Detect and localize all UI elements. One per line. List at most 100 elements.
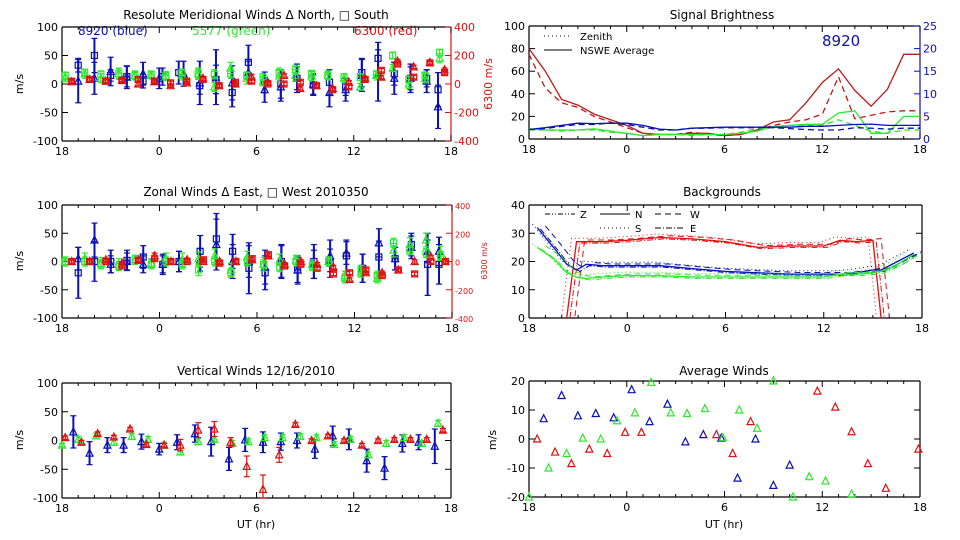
data-point-square	[74, 61, 82, 69]
y-tick-label: -50	[40, 107, 58, 120]
x-tick-label: 0	[156, 322, 163, 335]
y-tick-label: -50	[40, 284, 58, 297]
data-point-triangle	[258, 436, 268, 446]
x-axis-label: UT (hr)	[237, 518, 275, 531]
x-tick-label: 18	[913, 501, 927, 514]
data-point-triangle	[550, 446, 560, 456]
data-point-triangle	[422, 434, 432, 443]
data-point-triangle	[399, 432, 409, 442]
data-point-triangle	[328, 261, 338, 271]
data-point-triangle	[339, 435, 349, 445]
series-line	[528, 122, 920, 131]
data-point-square	[264, 251, 272, 259]
y-tick-label-right: -400	[454, 135, 479, 148]
data-point-triangle	[389, 244, 398, 254]
y-tick-label-right: -200	[454, 107, 479, 120]
data-point-triangle	[109, 436, 119, 446]
x-tick-label: 18	[522, 501, 536, 514]
x-tick-label: 0	[624, 322, 631, 335]
x-tick-label: 18	[444, 502, 458, 515]
series-line	[529, 119, 920, 137]
data-point-square	[264, 80, 272, 88]
data-point-triangle	[913, 443, 923, 453]
y-tick-label: 80	[511, 43, 525, 56]
data-point-triangle	[847, 426, 857, 436]
data-point-square	[421, 71, 429, 80]
x-axis-label: UT (hr)	[705, 518, 743, 531]
chart-title: Average Winds	[679, 364, 769, 378]
y-tick-label-right: 200	[455, 230, 470, 239]
data-point-square	[226, 70, 235, 78]
data-point-triangle	[438, 424, 448, 434]
data-point-square	[123, 256, 131, 264]
series-line-variant	[561, 233, 877, 315]
y-axis-label-right: 6300 m/s	[482, 58, 495, 110]
data-point-square	[97, 70, 105, 78]
data-point-triangle	[76, 436, 86, 446]
data-point-square	[275, 68, 283, 77]
data-point-square	[361, 75, 369, 84]
data-point-triangle	[279, 70, 289, 80]
data-point-square	[215, 82, 223, 90]
data-point-square	[345, 83, 353, 91]
y-tick-label: 100	[37, 377, 58, 390]
data-point-triangle	[177, 70, 187, 80]
x-tick-label: 6	[721, 143, 728, 156]
y-tick-label: 100	[37, 199, 58, 212]
data-point-triangle	[193, 436, 203, 446]
legend-label-s: S	[635, 224, 641, 235]
x-tick-label: 18	[522, 322, 536, 335]
x-tick-label: 12	[347, 145, 361, 158]
data-point-triangle	[620, 426, 630, 436]
data-point-square	[102, 257, 110, 266]
x-tick-label: 6	[721, 501, 728, 514]
data-point-triangle	[627, 384, 637, 394]
data-point-square	[410, 73, 418, 81]
series-line	[528, 54, 920, 137]
data-point-triangle	[602, 448, 612, 458]
data-point-square	[291, 66, 299, 74]
data-point-triangle	[175, 439, 185, 449]
data-point-triangle	[193, 424, 203, 434]
data-point-triangle	[539, 413, 549, 423]
y-tick-label: 40	[511, 199, 525, 212]
y-tick-label: 10	[511, 284, 525, 297]
data-point-square	[123, 72, 131, 81]
data-point-triangle	[584, 443, 594, 453]
panel-vertical-winds: Vertical Winds 12/16/2010 m/s UT (hr) 18…	[13, 364, 458, 531]
data-point-triangle	[133, 78, 143, 88]
data-point-square	[281, 262, 289, 270]
data-point-triangle	[421, 234, 431, 244]
data-point-triangle	[102, 439, 112, 449]
data-point-square	[296, 78, 304, 86]
data-point-triangle	[85, 447, 95, 457]
data-point-square	[118, 262, 126, 270]
x-tick-label: 18	[522, 143, 536, 156]
data-point-square	[329, 86, 337, 94]
data-point-square	[280, 80, 288, 88]
data-point-square	[167, 257, 175, 266]
chart-title: Vertical Winds 12/16/2010	[177, 364, 335, 378]
data-point-square	[342, 252, 350, 260]
data-point-triangle	[295, 431, 305, 441]
data-point-triangle	[310, 443, 320, 453]
y-tick-label-right: -200	[455, 287, 473, 296]
data-point-square	[389, 51, 397, 60]
data-point-triangle	[373, 435, 383, 445]
data-point-square	[194, 70, 202, 78]
data-point-square	[183, 77, 191, 85]
data-point-triangle	[532, 433, 542, 443]
data-point-triangle	[718, 432, 728, 442]
data-point-triangle	[119, 439, 129, 449]
y-tick-label: 50	[44, 227, 58, 240]
data-point-triangle	[409, 61, 419, 71]
data-point-triangle	[247, 254, 257, 264]
y-tick-label: 50	[44, 50, 58, 63]
chart-title: Signal Brightness	[670, 8, 775, 22]
data-point-triangle	[224, 453, 234, 463]
data-point-triangle	[821, 475, 830, 485]
data-point-triangle	[307, 70, 317, 80]
data-point-square	[178, 68, 186, 77]
series-line-variant	[540, 248, 918, 281]
y-tick-label: -50	[40, 463, 58, 476]
